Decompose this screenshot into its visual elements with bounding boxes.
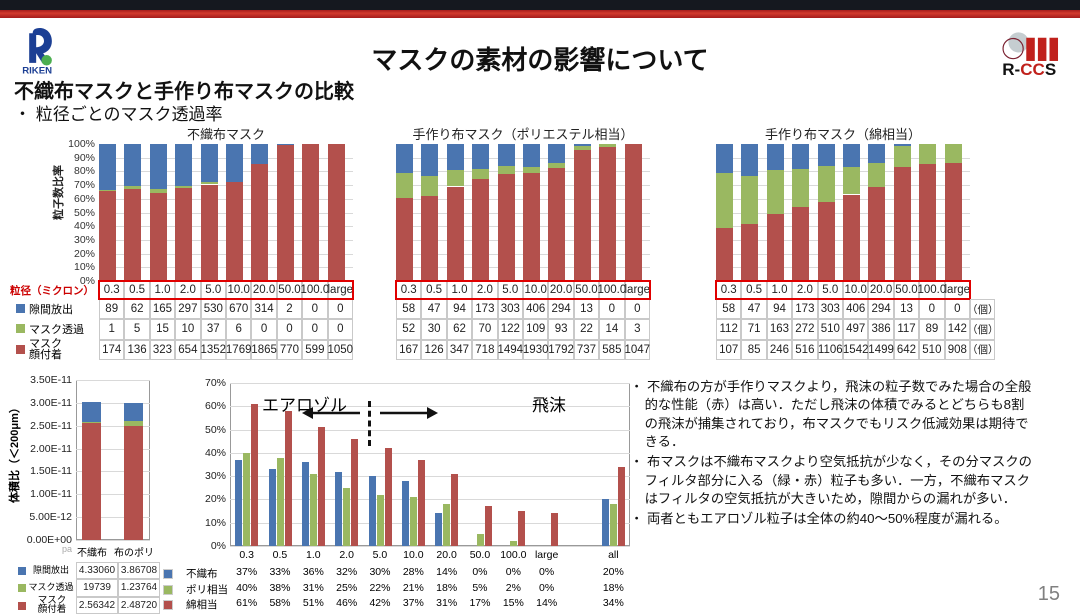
svg-text:R-CCS: R-CCS — [1002, 60, 1056, 78]
